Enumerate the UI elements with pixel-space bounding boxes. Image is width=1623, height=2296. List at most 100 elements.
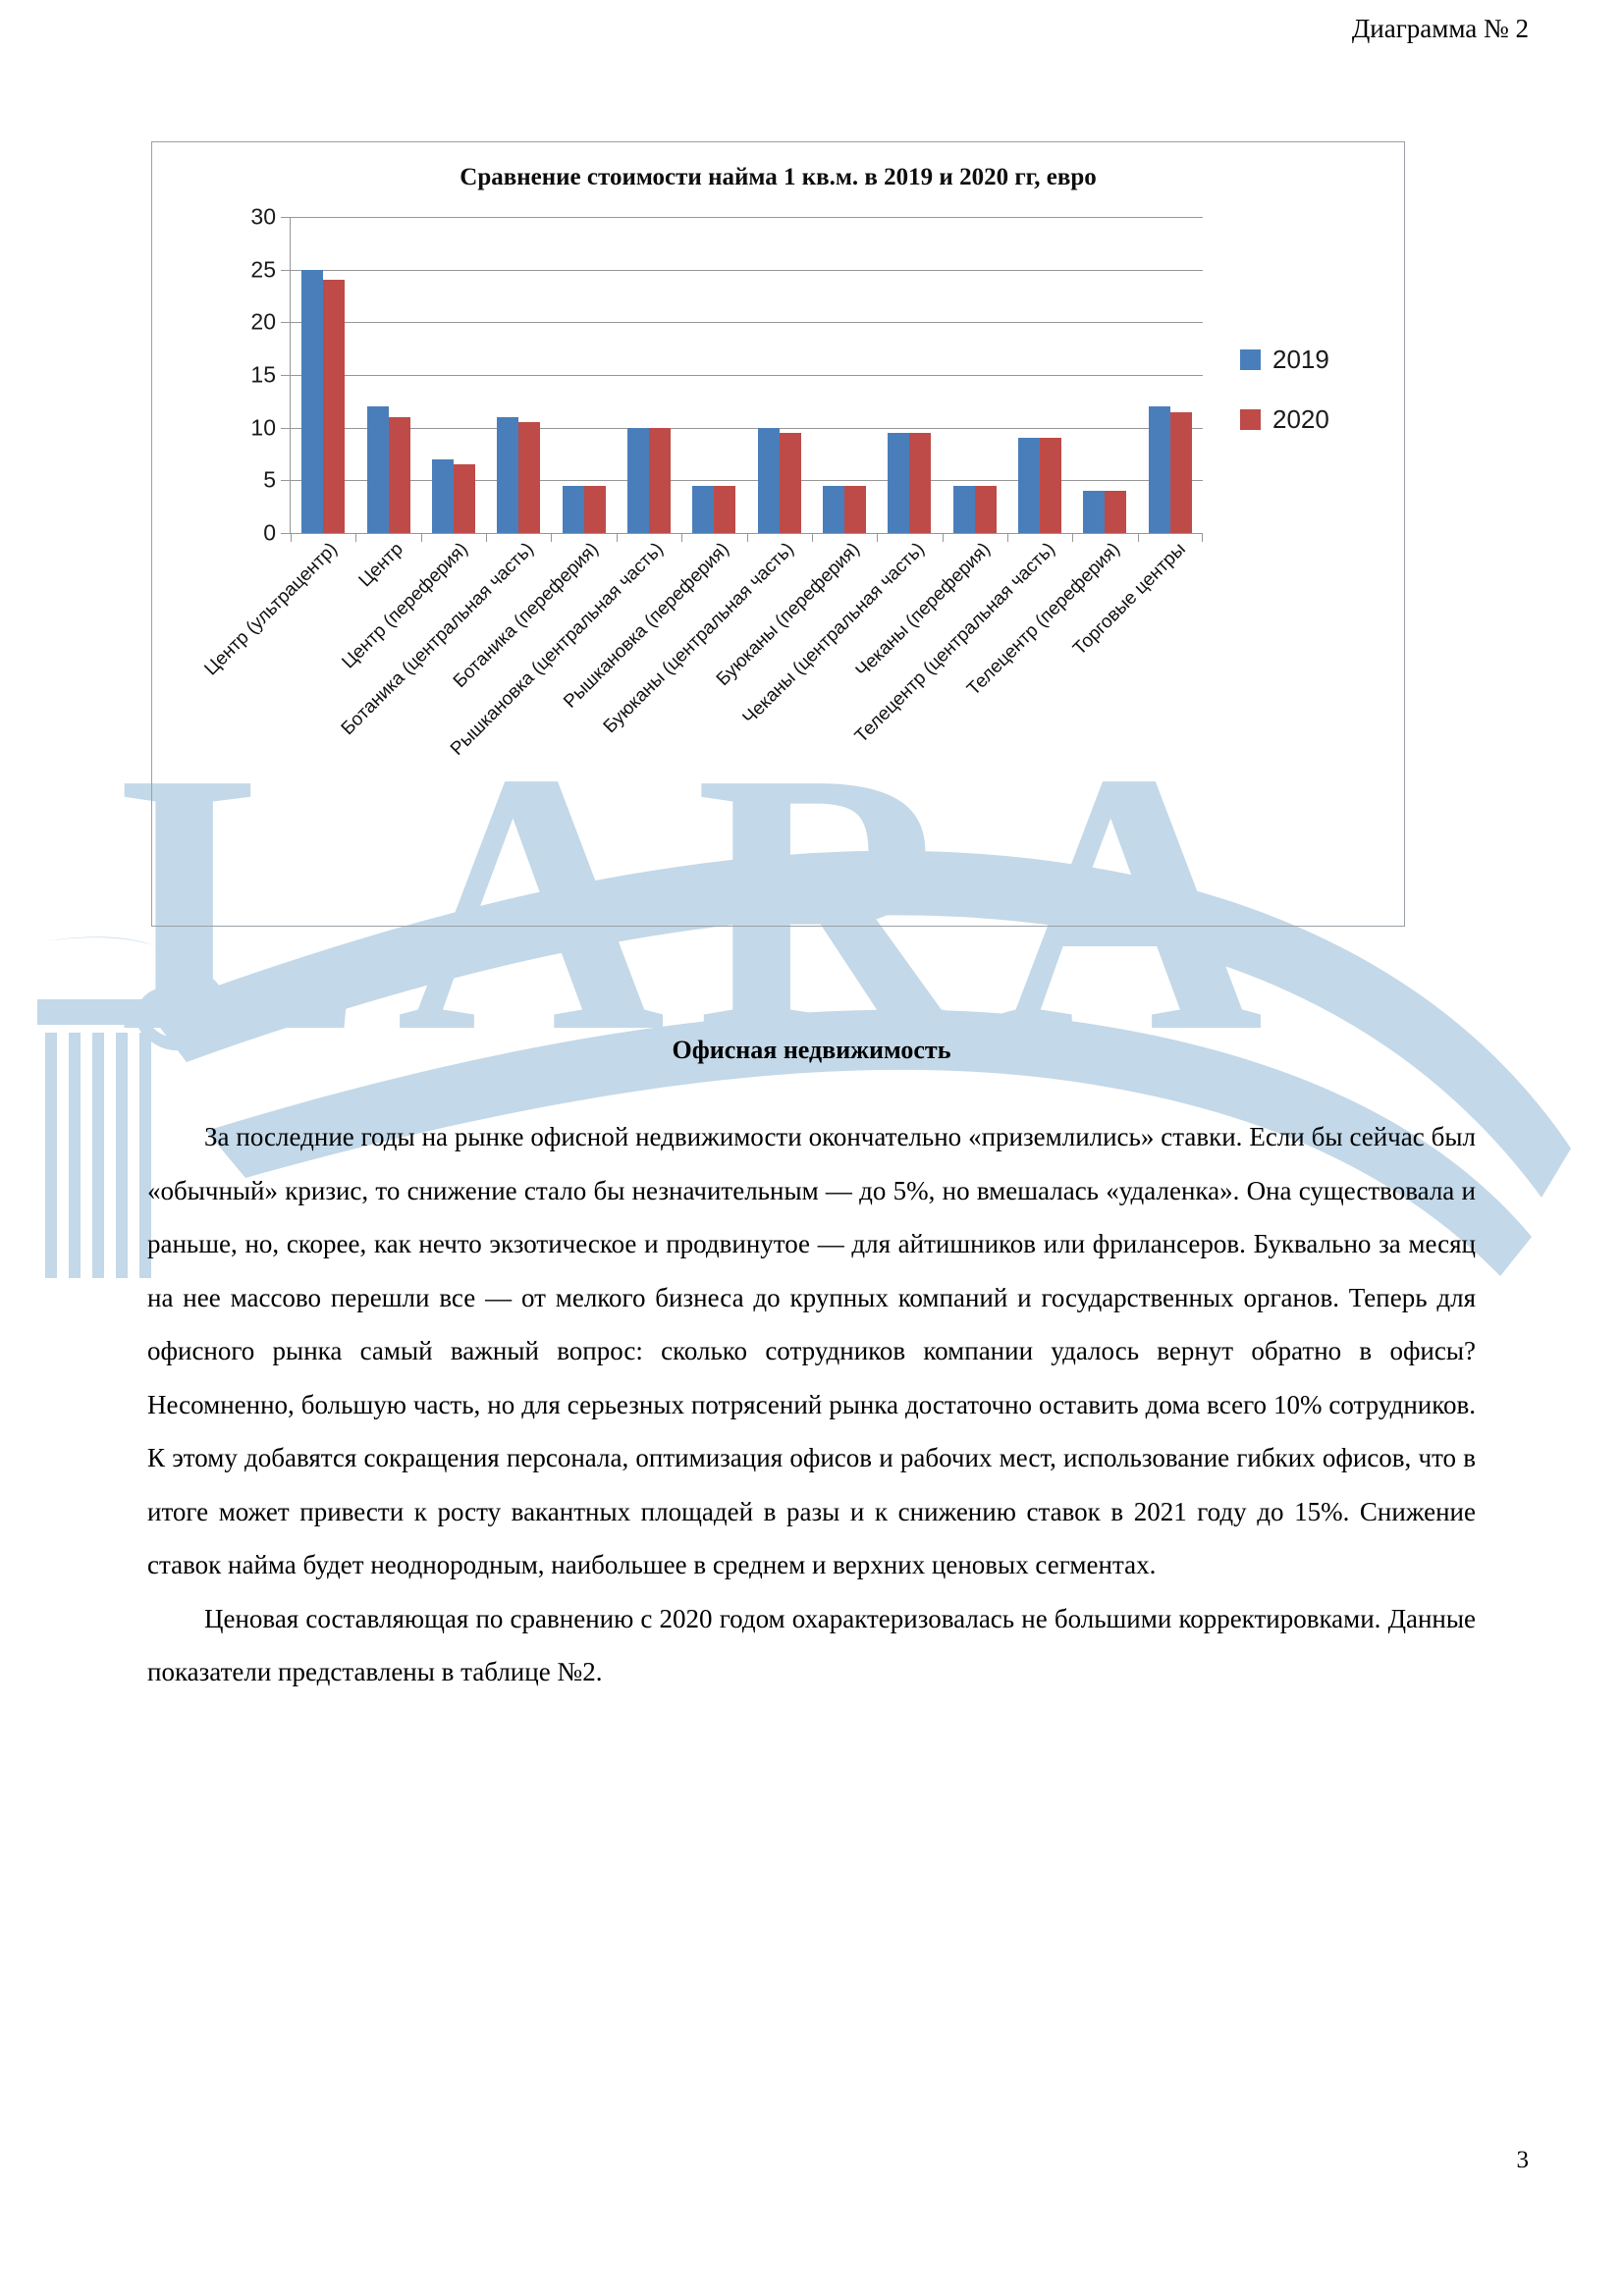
- bar-2019[interactable]: [823, 485, 845, 533]
- legend-swatch-icon-2020: [1240, 409, 1261, 430]
- bar-2020[interactable]: [909, 433, 932, 533]
- x-tick-mark: [942, 533, 944, 542]
- x-tick-mark: [616, 533, 618, 542]
- chart-container: Сравнение стоимости найма 1 кв.м. в 2019…: [151, 141, 1405, 927]
- legend-item-2019[interactable]: 2019: [1240, 345, 1329, 375]
- bar-2020[interactable]: [1040, 438, 1062, 533]
- bar-group: [420, 217, 486, 542]
- bar-group: [681, 217, 746, 542]
- y-tick-label-30: 30: [250, 203, 276, 230]
- chart-title: Сравнение стоимости найма 1 кв.м. в 2019…: [460, 164, 1097, 190]
- y-tick-mark-25: [281, 269, 290, 271]
- x-tick-mark: [420, 533, 422, 542]
- gridline-20: [290, 322, 1203, 324]
- article-body: Офисная недвижимость За последние годы н…: [147, 1036, 1476, 1699]
- y-tick-mark-15: [281, 375, 290, 376]
- bar-2019[interactable]: [366, 406, 389, 533]
- bar-2020[interactable]: [518, 422, 541, 533]
- article-paragraph-1: За последние годы на рынке офисной недви…: [147, 1122, 1476, 1580]
- x-tick-mark: [1072, 533, 1074, 542]
- bar-2019[interactable]: [497, 416, 519, 533]
- bar-2019[interactable]: [1018, 438, 1041, 533]
- bar-2020[interactable]: [388, 416, 410, 533]
- x-tick-mark: [1202, 533, 1203, 542]
- y-tick-mark-5: [281, 480, 290, 482]
- chart-legend: 2019 2020: [1240, 345, 1329, 435]
- bar-2020[interactable]: [974, 485, 997, 533]
- x-tick-mark: [1137, 533, 1139, 542]
- x-tick-mark: [551, 533, 553, 542]
- bar-group: [1137, 217, 1203, 542]
- bar-2019[interactable]: [1083, 491, 1106, 533]
- bar-2019[interactable]: [1148, 406, 1170, 533]
- gridline-5: [290, 480, 1203, 482]
- x-axis-labels-group: Центр (ультрацентр) Центр Центр (переферия…: [201, 539, 1204, 760]
- bar-2019[interactable]: [757, 427, 780, 533]
- legend-item-2020[interactable]: 2020: [1240, 404, 1329, 435]
- section-heading: Офисная недвижимость: [672, 1036, 951, 1064]
- bar-group: [1072, 217, 1137, 542]
- bar-group: [811, 217, 877, 542]
- bar-2020[interactable]: [453, 464, 475, 533]
- y-tick-label-10: 10: [250, 414, 276, 441]
- y-tick-label-25: 25: [250, 256, 276, 283]
- bar-2020[interactable]: [583, 485, 606, 533]
- x-tick-mark: [1006, 533, 1008, 542]
- gridline-0: [290, 533, 1203, 534]
- bar-2020[interactable]: [1169, 411, 1192, 533]
- y-tick-mark-10: [281, 427, 290, 429]
- bar-2019[interactable]: [626, 427, 649, 533]
- bar-2020[interactable]: [648, 427, 671, 533]
- y-tick-label-5: 5: [263, 466, 276, 493]
- bars-layer: [291, 217, 1203, 542]
- bar-group: [551, 217, 616, 542]
- bar-group: [1006, 217, 1072, 542]
- article-paragraph-2: Ценовая составляющая по сравнению с 2020…: [147, 1603, 1476, 1687]
- bar-group: [355, 217, 420, 542]
- x-tick-mark: [291, 533, 292, 542]
- bar-group: [291, 217, 355, 542]
- x-tick-mark: [486, 533, 488, 542]
- bar-group: [942, 217, 1007, 542]
- y-tick-label-20: 20: [250, 308, 276, 335]
- y-tick-mark-30: [281, 217, 290, 218]
- bar-2019[interactable]: [301, 269, 324, 533]
- bar-2020[interactable]: [1105, 491, 1127, 533]
- x-axis-label: Центр (переферия): [338, 539, 472, 673]
- bar-2020[interactable]: [844, 485, 867, 533]
- bar-2020[interactable]: [323, 280, 346, 533]
- document-header-label: Диаграмма № 2: [1351, 14, 1529, 43]
- bar-group: [746, 217, 812, 542]
- legend-label-2019: 2019: [1272, 345, 1329, 374]
- legend-swatch-icon-2019: [1240, 349, 1261, 370]
- x-tick-mark: [746, 533, 748, 542]
- x-axis-label: Торговые центры: [1068, 539, 1190, 660]
- bar-2020[interactable]: [714, 485, 736, 533]
- y-tick-mark-20: [281, 322, 290, 324]
- bar-group: [486, 217, 551, 542]
- y-tick-mark-0: [281, 533, 290, 534]
- x-tick-mark: [355, 533, 357, 542]
- bar-2019[interactable]: [692, 485, 715, 533]
- chart-plot-area: 0 5 10 15 20 25 30: [250, 204, 1203, 546]
- bar-2019[interactable]: [562, 485, 584, 533]
- page-number: 3: [1516, 2147, 1530, 2173]
- y-tick-label-0: 0: [263, 519, 276, 546]
- x-axis-label: Центр: [354, 539, 407, 592]
- gridline-30: [290, 217, 1203, 218]
- y-tick-label-15: 15: [250, 361, 276, 388]
- x-axis-label: Центр (ультрацентр): [200, 539, 343, 680]
- gridline-25: [290, 269, 1203, 271]
- legend-label-2020: 2020: [1272, 404, 1329, 434]
- bar-2020[interactable]: [779, 433, 801, 533]
- bar-group: [616, 217, 681, 542]
- bar-group: [877, 217, 942, 542]
- x-tick-mark: [811, 533, 813, 542]
- bar-2019[interactable]: [888, 433, 910, 533]
- x-tick-mark: [681, 533, 683, 542]
- x-tick-mark: [877, 533, 879, 542]
- bar-2019[interactable]: [431, 458, 454, 533]
- gridline-15: [290, 375, 1203, 376]
- bar-2019[interactable]: [952, 485, 975, 533]
- gridline-10: [290, 427, 1203, 429]
